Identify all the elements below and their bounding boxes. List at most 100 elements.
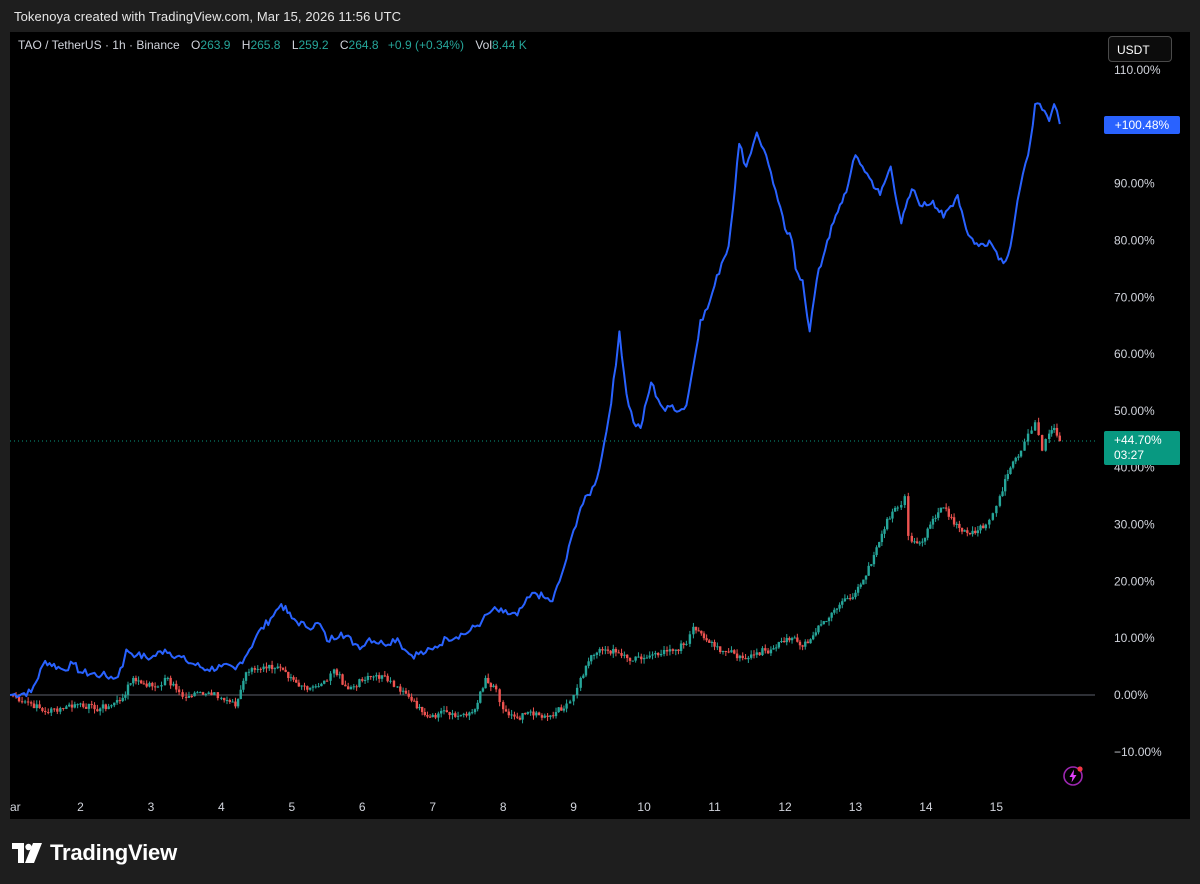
candle-body (671, 649, 675, 651)
candle-body (169, 677, 172, 686)
candle-body (537, 712, 541, 716)
candle-body (303, 685, 306, 687)
candle-body (329, 673, 332, 681)
candle-body (981, 525, 985, 529)
candle-body (145, 683, 148, 687)
candle-body (804, 641, 807, 647)
candle-body (780, 641, 783, 643)
candle-body (140, 680, 143, 684)
candle-body (968, 532, 972, 535)
interval-label[interactable]: 1h (112, 38, 126, 52)
candle-body (741, 655, 744, 659)
candle-body (276, 666, 279, 669)
candle-body (1009, 467, 1012, 475)
candle-body (1019, 450, 1023, 457)
candle-body (862, 579, 865, 585)
candle-body (529, 711, 532, 713)
tradingview-logo-text: TradingView (50, 840, 177, 865)
candle-body (196, 692, 199, 694)
candle-body (101, 704, 105, 709)
candle-body (476, 702, 479, 710)
candle-body (210, 692, 213, 695)
candle-body (724, 651, 728, 653)
candle-body (856, 586, 860, 593)
candle-body (338, 674, 341, 676)
candle-body (801, 645, 804, 647)
candle-body (513, 714, 516, 717)
candle-body (190, 696, 193, 698)
candle-body (468, 712, 471, 716)
candle-body (273, 668, 277, 670)
candle-body (774, 647, 778, 649)
candle-body (749, 654, 753, 658)
candle-body (41, 708, 44, 711)
candle-body (612, 648, 615, 654)
candle-body (187, 696, 191, 698)
candle-body (568, 701, 572, 704)
candle-body (1003, 479, 1007, 492)
candle-body (819, 624, 823, 626)
candle-body (98, 708, 102, 712)
candle-body (216, 692, 220, 699)
close-value: 264.8 (348, 38, 379, 52)
candle-body (809, 639, 812, 644)
candle-body (90, 703, 93, 705)
candle-body (335, 669, 339, 675)
candle-body (231, 701, 234, 703)
candle-body (833, 609, 836, 613)
x-axis-tick-label: 7 (429, 800, 436, 814)
candle-body (118, 700, 122, 702)
candle-body (494, 685, 498, 690)
candle-body (142, 683, 146, 685)
candle-body (184, 696, 188, 698)
x-axis-tick-label: 3 (148, 800, 155, 814)
x-axis-tick-label: 9 (570, 800, 577, 814)
candle-body (929, 524, 932, 529)
candle-body (1001, 491, 1004, 497)
symbol-name[interactable]: TAO / TetherUS (18, 38, 102, 52)
candle-body (523, 713, 527, 715)
currency-button[interactable]: USDT (1108, 36, 1172, 62)
green-series-last-value: +44.70% (1114, 433, 1162, 447)
candle-body (674, 649, 677, 651)
candle-body (557, 707, 560, 713)
candle-body (163, 677, 167, 686)
candle-body (1023, 441, 1026, 451)
x-axis-tick-label: ar (10, 800, 21, 814)
candle-body (20, 701, 24, 703)
candle-body (292, 677, 295, 680)
chart-canvas[interactable]: 110.00% 90.00% 80.00% 70.00% 60.00% 50.00% 4 0.… (10, 32, 1190, 819)
tradingview-logo[interactable]: TradingView (12, 840, 177, 866)
candle-body (772, 648, 775, 650)
candle-body (598, 649, 601, 653)
candle-body (399, 686, 402, 692)
candle-body (702, 633, 706, 639)
symbol-legend: TAO / TetherUS · 1h · Binance O263.9 H26… (18, 38, 527, 52)
chart-area[interactable]: 110.00% 90.00% 80.00% 70.00% 60.00% 50.00% 4 0.… (10, 32, 1190, 819)
candle-body (1026, 433, 1030, 442)
candle-body (777, 642, 781, 648)
candle-body (121, 697, 124, 702)
candle-body (26, 701, 30, 703)
candle-body (358, 679, 361, 688)
candle-body (907, 496, 910, 536)
candle-body (213, 692, 216, 695)
candle-body (84, 706, 88, 709)
candle-body (817, 625, 820, 633)
candle-body (692, 626, 695, 635)
candle-body (540, 715, 544, 718)
candle-body (175, 683, 178, 690)
candle-body (944, 507, 948, 509)
candle-body (915, 541, 919, 544)
candle-body (848, 598, 852, 600)
candle-body (320, 683, 323, 687)
candle-body (960, 527, 964, 532)
candle-body (631, 660, 635, 662)
candle-body (710, 641, 714, 643)
candle-body (361, 679, 364, 681)
candle-body (535, 712, 538, 716)
lightning-icon[interactable] (1062, 765, 1084, 787)
candle-body (532, 711, 535, 716)
candle-body (50, 708, 53, 713)
candle-body (404, 690, 408, 694)
